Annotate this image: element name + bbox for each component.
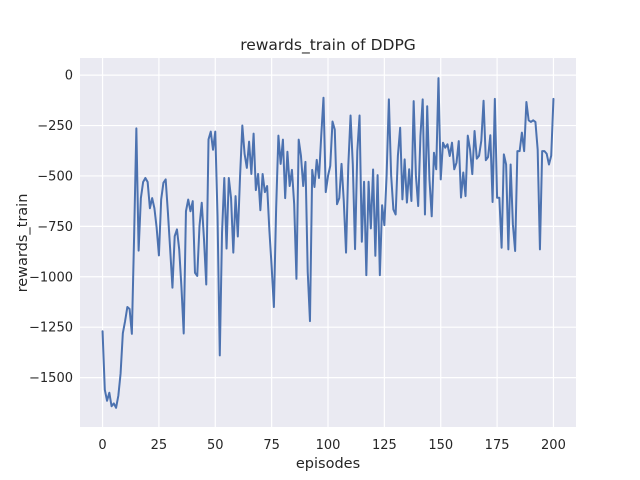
y-tick-labels: 0 −250 −500 −750 −1000 −1250 −1500 — [29, 69, 73, 386]
chart-title: rewards_train of DDPG — [240, 36, 416, 54]
svg-text:−500: −500 — [37, 169, 73, 184]
series-line — [101, 77, 555, 409]
svg-text:0: 0 — [65, 69, 73, 84]
svg-text:125: 125 — [372, 438, 397, 453]
svg-text:200: 200 — [541, 438, 566, 453]
svg-text:75: 75 — [263, 438, 280, 453]
svg-text:0: 0 — [98, 438, 106, 453]
svg-text:25: 25 — [151, 438, 168, 453]
svg-text:−1500: −1500 — [29, 371, 73, 386]
svg-text:−750: −750 — [37, 220, 73, 235]
svg-text:−250: −250 — [37, 119, 73, 134]
svg-text:50: 50 — [207, 438, 224, 453]
svg-text:−1250: −1250 — [29, 321, 73, 336]
y-axis-label: rewards_train — [15, 193, 31, 293]
svg-text:175: 175 — [485, 438, 510, 453]
x-axis-label: episodes — [295, 456, 361, 472]
svg-text:−1000: −1000 — [29, 270, 73, 285]
svg-text:100: 100 — [316, 438, 341, 453]
x-tick-labels: 0 25 50 75 100 125 150 175 200 — [98, 438, 565, 453]
svg-text:150: 150 — [428, 438, 453, 453]
